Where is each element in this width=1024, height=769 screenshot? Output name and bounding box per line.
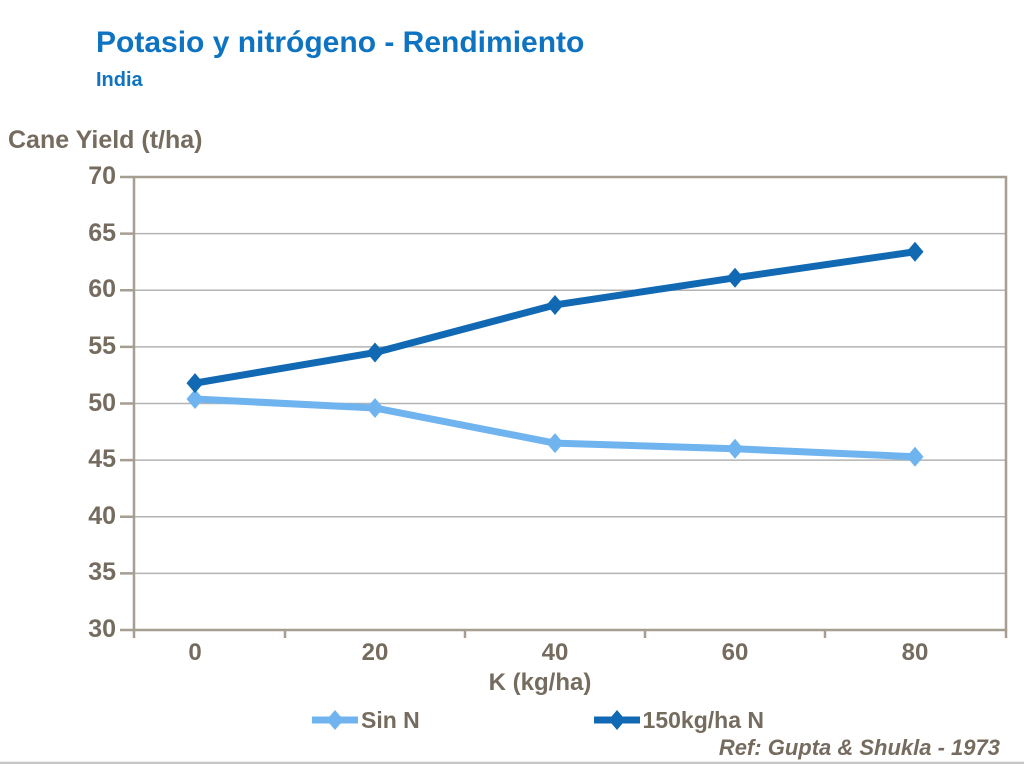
page-title: Potasio y nitrógeno - Rendimiento <box>96 26 585 59</box>
data-point <box>726 267 744 288</box>
x-tick-label: 60 <box>721 639 749 666</box>
data-point <box>546 433 564 454</box>
x-axis-title: K (kg/ha) <box>488 669 592 696</box>
y-tick-label: 30 <box>88 615 116 643</box>
legend-item: Sin N <box>312 706 420 734</box>
y-tick-label: 65 <box>88 218 116 247</box>
footer-divider <box>0 761 1024 764</box>
y-tick-label: 60 <box>88 275 116 304</box>
x-tick-label: 40 <box>541 639 569 666</box>
chart-legend: Sin N 150kg/ha N <box>312 706 764 734</box>
data-point <box>726 438 744 459</box>
x-tick-label: 20 <box>361 639 389 666</box>
y-tick-label: 45 <box>88 445 116 474</box>
data-point <box>366 398 384 419</box>
y-tick-label: 35 <box>88 558 116 587</box>
legend-item: 150kg/ha N <box>593 706 764 734</box>
legend-marker-icon <box>593 710 640 730</box>
y-tick-label: 40 <box>88 501 116 530</box>
legend-item-label: 150kg/ha N <box>642 706 764 733</box>
y-axis-title: Cane Yield (t/ha) <box>8 126 203 154</box>
data-point <box>186 373 204 394</box>
data-point <box>366 342 384 363</box>
legend-marker-icon <box>312 710 358 730</box>
series-line-1 <box>191 248 919 387</box>
legend-item-label: Sin N <box>361 706 420 733</box>
data-point <box>546 294 564 315</box>
data-point <box>906 446 924 467</box>
data-point <box>186 388 204 409</box>
x-tick-label: 0 <box>188 639 202 666</box>
data-point <box>906 241 924 262</box>
y-tick-label: 50 <box>88 388 116 417</box>
reference-text: Ref: Gupta & Shukla - 1973 <box>718 735 1000 760</box>
y-tick-label: 70 <box>88 162 116 190</box>
y-tick-label: 55 <box>88 331 116 360</box>
x-tick-label: 80 <box>901 639 929 666</box>
page-subtitle: India <box>96 69 143 91</box>
